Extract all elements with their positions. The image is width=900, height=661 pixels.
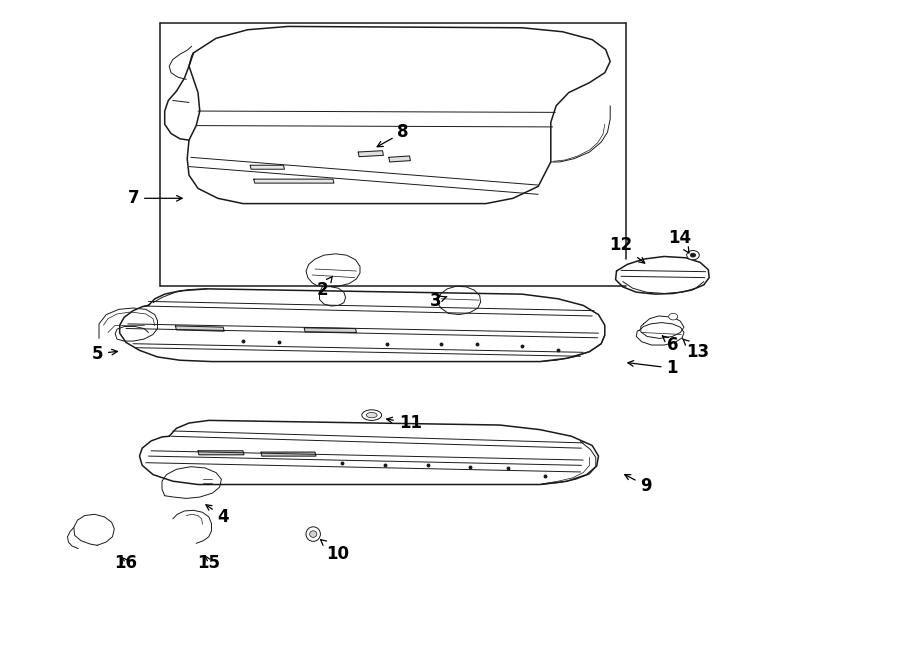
- Text: 15: 15: [197, 554, 220, 572]
- Text: 3: 3: [430, 292, 447, 310]
- Polygon shape: [162, 467, 221, 498]
- Text: 6: 6: [662, 336, 679, 354]
- Polygon shape: [254, 179, 334, 183]
- Polygon shape: [187, 26, 610, 204]
- Text: 16: 16: [114, 554, 138, 572]
- Polygon shape: [641, 316, 684, 338]
- Polygon shape: [165, 53, 194, 140]
- Ellipse shape: [306, 527, 320, 541]
- Text: 12: 12: [609, 235, 644, 263]
- Text: 5: 5: [92, 344, 117, 363]
- Polygon shape: [438, 286, 481, 315]
- Polygon shape: [389, 156, 410, 162]
- Polygon shape: [306, 254, 360, 287]
- Ellipse shape: [310, 531, 317, 537]
- Polygon shape: [120, 289, 605, 362]
- Polygon shape: [140, 420, 598, 485]
- Polygon shape: [304, 328, 356, 332]
- Text: 1: 1: [628, 359, 678, 377]
- Text: 7: 7: [128, 189, 182, 208]
- Text: 14: 14: [668, 229, 691, 253]
- Text: 11: 11: [387, 414, 422, 432]
- Polygon shape: [250, 165, 284, 169]
- Ellipse shape: [362, 410, 382, 420]
- Polygon shape: [176, 326, 224, 331]
- Polygon shape: [198, 451, 244, 455]
- Ellipse shape: [366, 412, 377, 418]
- Text: 2: 2: [317, 276, 333, 299]
- Polygon shape: [358, 151, 383, 157]
- Text: 8: 8: [377, 123, 409, 147]
- Polygon shape: [636, 323, 684, 345]
- Polygon shape: [320, 287, 346, 306]
- Text: 9: 9: [625, 475, 652, 495]
- Polygon shape: [616, 256, 709, 294]
- Circle shape: [687, 251, 699, 260]
- Text: 4: 4: [206, 505, 229, 526]
- Text: 13: 13: [682, 338, 709, 362]
- Circle shape: [690, 253, 696, 257]
- Text: 10: 10: [320, 539, 349, 563]
- Polygon shape: [261, 452, 316, 456]
- Circle shape: [669, 313, 678, 320]
